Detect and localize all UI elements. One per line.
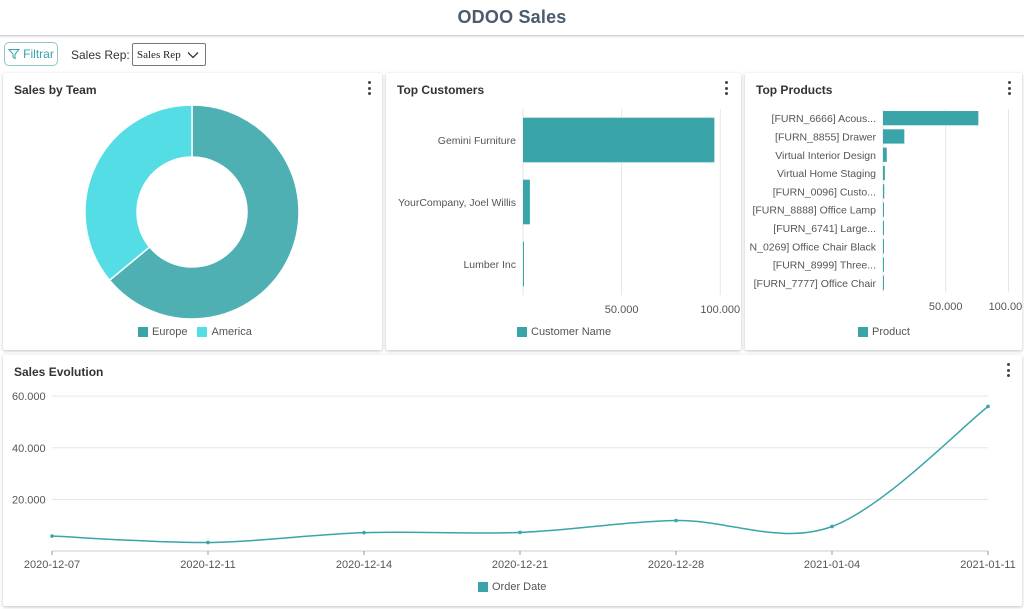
x-tick-label: 2021-01-04 [804, 559, 860, 571]
donut-slice-america[interactable] [84, 104, 193, 282]
sales-evolution-line-chart: 20.000 40.000 60.000 2020-12-07 2020-12-11 20… [12, 391, 1016, 571]
legend-label-europe: Europe [152, 326, 188, 338]
card-title: Sales by Team [14, 83, 97, 97]
y-category-label: [FURN_8999] Three... [773, 260, 876, 272]
y-category-label: N_0269] Office Chair Black [750, 241, 877, 253]
bar[interactable] [883, 147, 887, 162]
kebab-menu-icon[interactable] [1005, 363, 1011, 377]
chart-legend: Europe America [138, 326, 252, 338]
top-products-bar-chart: 50.000 100.000 [FURN_6666] Acous... [FURN_8… [750, 109, 1022, 313]
donut-slice-europe[interactable] [108, 104, 300, 320]
x-tick-label: 100.000 [700, 304, 740, 316]
bar[interactable] [883, 257, 884, 272]
y-category-label: [FURN_7777] Office Chair [754, 278, 877, 290]
bar[interactable] [883, 165, 885, 181]
kebab-menu-icon[interactable] [1006, 81, 1012, 95]
bar[interactable] [883, 129, 905, 144]
legend-swatch [517, 327, 527, 337]
data-point[interactable] [206, 540, 210, 545]
bar[interactable] [883, 202, 885, 217]
x-tick-label: 50.000 [929, 301, 963, 313]
bar[interactable] [523, 179, 530, 225]
bar[interactable] [883, 184, 885, 199]
bar[interactable] [883, 220, 884, 236]
data-point[interactable] [986, 404, 990, 409]
salesrep-select-value: Sales Rep [137, 48, 181, 61]
top-products-card: Top Products 50.000 100.000 [FURN_6666] Ac… [745, 73, 1022, 350]
bar[interactable] [523, 117, 715, 163]
chevron-down-icon [187, 52, 199, 59]
kebab-menu-icon[interactable] [723, 81, 729, 95]
card-title: Sales Evolution [14, 365, 104, 379]
funnel-icon [8, 49, 21, 60]
x-tick-label: 50.000 [605, 304, 639, 316]
legend-label-america: America [211, 326, 252, 338]
salesrep-select[interactable]: Sales Rep [132, 43, 206, 66]
bar[interactable] [883, 111, 979, 126]
legend-swatch-america [197, 327, 208, 337]
donut-chart [84, 104, 300, 320]
data-point[interactable] [674, 518, 678, 523]
x-tick-label: 2021-01-11 [960, 559, 1015, 571]
x-tick-label: 100.000 [989, 301, 1022, 313]
card-title: Top Customers [397, 83, 485, 97]
salesrep-label: Sales Rep: [71, 48, 130, 62]
filter-button[interactable]: Filtrar [4, 42, 58, 66]
y-category-label: [FURN_8855] Drawer [775, 131, 876, 143]
filter-bar: Filtrar Sales Rep: Sales Rep [0, 40, 1024, 70]
bar[interactable] [883, 275, 884, 290]
kebab-menu-icon[interactable] [366, 81, 372, 95]
app-header: ODOO Sales [0, 0, 1024, 36]
chart-legend: Order Date [478, 581, 546, 593]
bar[interactable] [523, 241, 524, 287]
y-category-label: [FURN_6741] Large... [773, 223, 876, 235]
x-tick-label: 2020-12-07 [24, 559, 80, 571]
y-category-label: [FURN_8888] Office Lamp [752, 205, 876, 217]
legend-swatch-europe [138, 327, 148, 337]
y-tick-label: 20.000 [12, 494, 46, 506]
legend-label: Customer Name [531, 326, 612, 338]
series-line [51, 405, 989, 544]
y-category-label: [FURN_0096] Custo... [773, 186, 876, 198]
legend-swatch [858, 327, 868, 337]
top-customers-card: Top Customers 50.000 100.000 Gemini Furnit… [386, 73, 741, 350]
data-point[interactable] [50, 534, 54, 538]
sales-by-team-card: Sales by Team Europe America [3, 73, 382, 350]
x-tick-label: 2020-12-11 [180, 559, 235, 571]
y-tick-label: 60.000 [12, 391, 46, 403]
card-title: Top Products [756, 83, 833, 97]
legend-label: Order Date [492, 581, 547, 593]
chart-legend: Product [858, 326, 910, 338]
data-point[interactable] [518, 530, 522, 535]
y-category-label: Virtual Home Staging [777, 168, 876, 180]
page-title: ODOO Sales [457, 7, 567, 27]
y-category-label: YourCompany, Joel Willis [398, 197, 516, 209]
legend-label: Product [872, 326, 910, 338]
chart-legend: Customer Name [517, 326, 611, 338]
y-category-label: Gemini Furniture [438, 135, 516, 147]
data-point[interactable] [830, 524, 834, 529]
y-category-label: Virtual Interior Design [775, 150, 876, 162]
data-point[interactable] [362, 530, 366, 535]
sales-evolution-card: Sales Evolution 20.000 40.000 60.000 2020-1… [3, 355, 1022, 606]
y-tick-label: 40.000 [12, 443, 46, 455]
legend-swatch [478, 582, 488, 592]
x-tick-label: 2020-12-14 [336, 559, 392, 571]
top-customers-bar-chart: 50.000 100.000 Gemini Furniture YourCompany… [398, 109, 740, 316]
y-category-label: [FURN_6666] Acous... [772, 113, 876, 125]
y-category-label: Lumber Inc [463, 259, 516, 271]
x-tick-label: 2020-12-28 [648, 559, 704, 571]
x-tick-label: 2020-12-21 [492, 559, 548, 571]
bar[interactable] [883, 239, 884, 254]
filter-button-label: Filtrar [23, 47, 54, 61]
